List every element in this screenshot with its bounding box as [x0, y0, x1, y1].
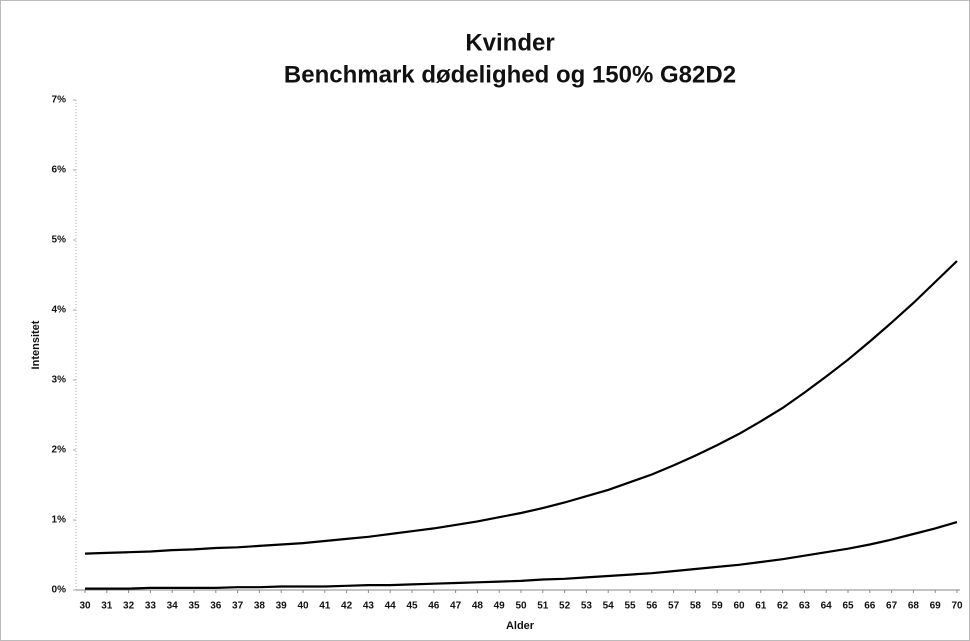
x-tick-label: 44	[385, 601, 397, 612]
x-tick-label: 47	[450, 601, 462, 612]
x-tick-label: 45	[406, 601, 418, 612]
y-tick-label: 3%	[52, 375, 67, 386]
y-tick-label: 4%	[52, 305, 67, 316]
x-tick-label: 39	[276, 601, 288, 612]
x-tick-label: 58	[690, 601, 702, 612]
x-tick-label: 33	[145, 601, 157, 612]
x-tick-label: 63	[799, 601, 811, 612]
x-tick-label: 70	[951, 601, 963, 612]
x-tick-label: 50	[515, 601, 527, 612]
x-tick-label: 32	[123, 601, 135, 612]
y-tick-label: 2%	[52, 445, 67, 456]
x-tick-label: 37	[232, 601, 244, 612]
y-tick-label: 1%	[52, 515, 67, 526]
x-tick-label: 62	[777, 601, 789, 612]
y-tick-label: 6%	[52, 165, 67, 176]
y-tick-label: 7%	[52, 95, 67, 106]
x-tick-label: 55	[624, 601, 636, 612]
x-tick-label: 56	[646, 601, 658, 612]
x-tick-label: 41	[319, 601, 331, 612]
x-tick-label: 34	[167, 601, 179, 612]
x-tick-label: 38	[254, 601, 266, 612]
x-tick-label: 49	[494, 601, 506, 612]
y-tick-label: 5%	[52, 235, 67, 246]
chart-subtitle: Benchmark dødelighed og 150% G82D2	[284, 61, 736, 88]
x-tick-label: 65	[842, 601, 854, 612]
x-tick-label: 52	[559, 601, 571, 612]
x-tick-label: 48	[472, 601, 484, 612]
x-tick-label: 31	[101, 601, 113, 612]
x-tick-label: 66	[864, 601, 876, 612]
x-tick-label: 30	[79, 601, 91, 612]
x-tick-label: 42	[341, 601, 353, 612]
x-tick-label: 64	[821, 601, 833, 612]
x-tick-label: 69	[930, 601, 942, 612]
x-tick-label: 40	[297, 601, 309, 612]
series-line	[85, 521, 958, 590]
x-tick-label: 51	[537, 601, 549, 612]
y-axis-label: Intensitet	[30, 320, 42, 369]
x-tick-label: 60	[733, 601, 745, 612]
series-line	[84, 260, 958, 555]
chart-title: Kvinder	[465, 29, 554, 56]
x-tick-label: 59	[712, 601, 724, 612]
x-tick-label: 36	[210, 601, 222, 612]
x-tick-label: 46	[428, 601, 440, 612]
x-tick-label: 61	[755, 601, 767, 612]
x-tick-label: 68	[908, 601, 920, 612]
x-tick-label: 54	[603, 601, 615, 612]
x-tick-label: 67	[886, 601, 898, 612]
x-tick-label: 35	[188, 601, 200, 612]
x-tick-label: 53	[581, 601, 593, 612]
x-axis-label: Alder	[506, 620, 535, 632]
y-tick-label: 0%	[52, 585, 67, 596]
x-tick-label: 43	[363, 601, 375, 612]
x-tick-label: 57	[668, 601, 680, 612]
